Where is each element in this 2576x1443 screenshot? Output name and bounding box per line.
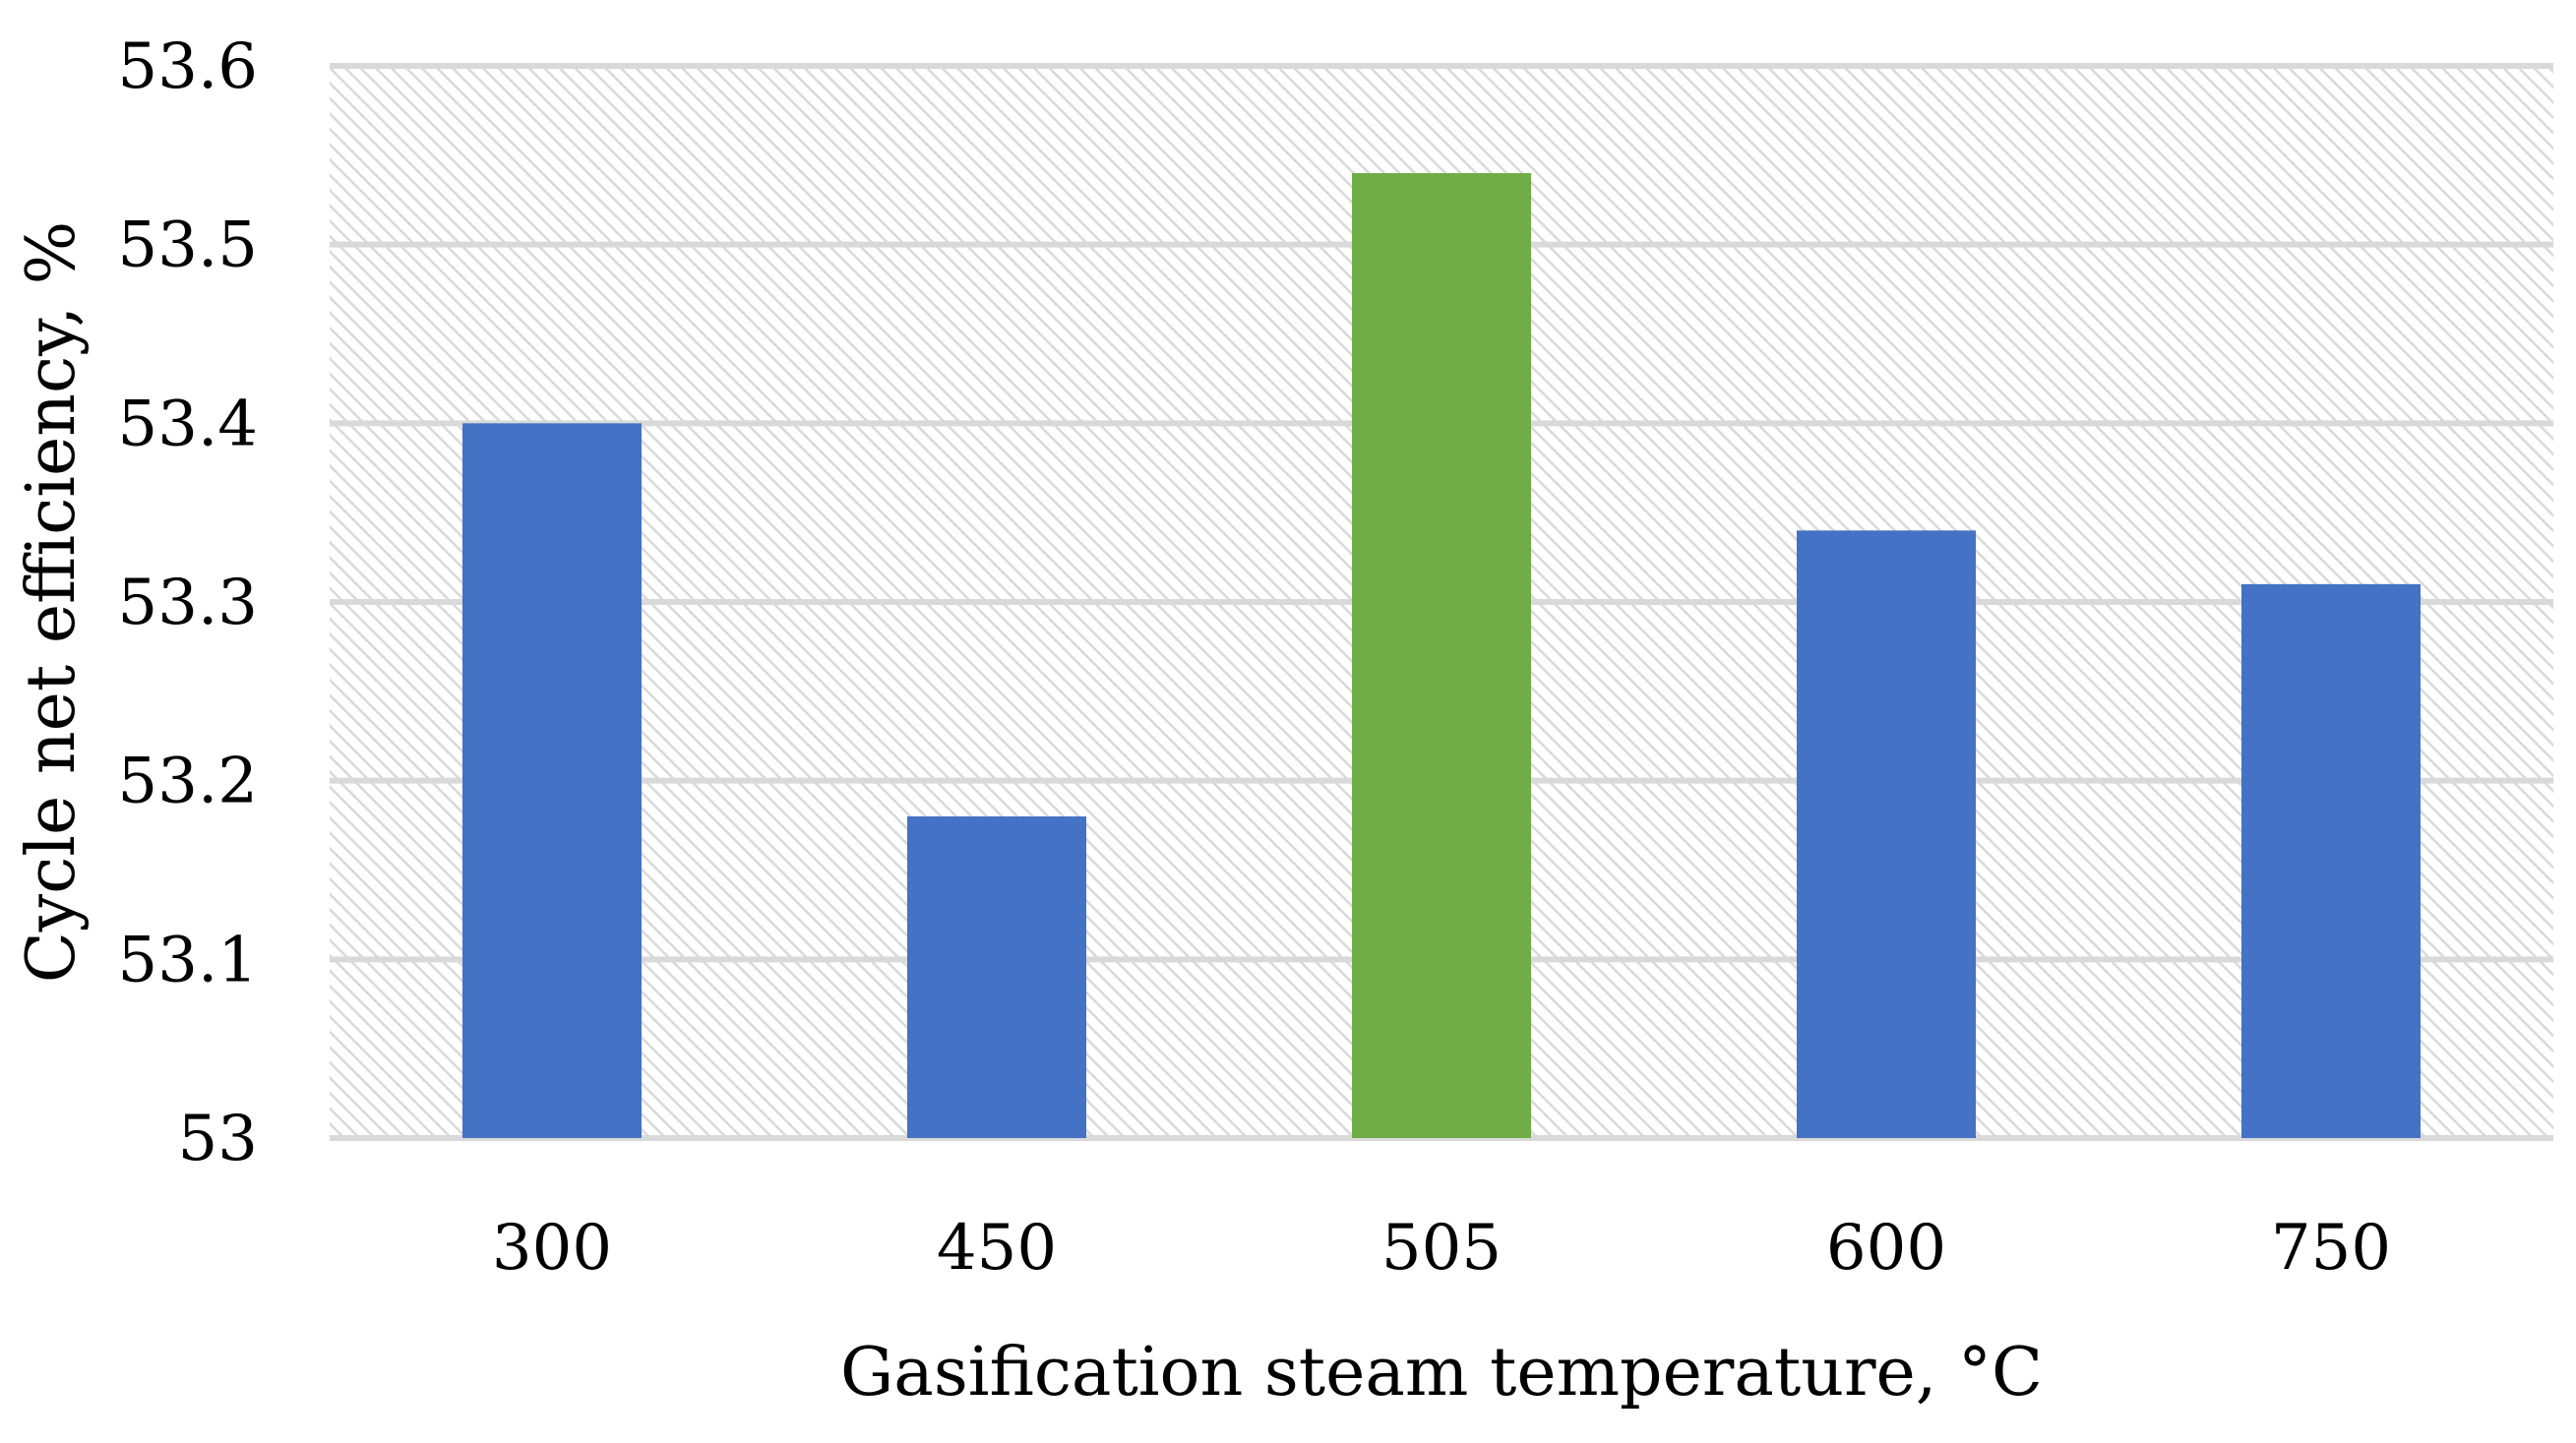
y-tick-label: 53.4 [118, 388, 259, 460]
y-tick-label: 53.5 [118, 210, 259, 282]
y-tick-label: 53.1 [118, 924, 259, 996]
x-axis-tick-labels: 300 450 505 600 750 [492, 1212, 2391, 1285]
x-tick-label: 750 [2271, 1212, 2391, 1285]
bar-750 [2241, 583, 2421, 1138]
bar-300 [462, 423, 642, 1138]
y-axis-tick-labels: 53 53.1 53.2 53.3 53.4 53.5 53.6 [118, 30, 259, 1175]
bar-505 [1352, 173, 1531, 1138]
y-tick-label: 53.6 [118, 30, 259, 103]
y-axis-label: Cycle net efficiency, % [13, 221, 91, 984]
bar-450 [907, 816, 1086, 1138]
y-tick-label: 53.2 [118, 746, 259, 818]
y-tick-label: 53 [178, 1103, 258, 1175]
y-tick-label: 53.3 [118, 567, 259, 639]
bar-600 [1797, 530, 1976, 1138]
x-tick-label: 300 [492, 1212, 612, 1285]
bars [462, 173, 2421, 1138]
x-tick-label: 600 [1826, 1212, 1946, 1285]
x-tick-label: 450 [937, 1212, 1057, 1285]
x-axis-label: Gasification steam temperature, °C [840, 1334, 2043, 1412]
x-tick-label: 505 [1381, 1212, 1502, 1285]
